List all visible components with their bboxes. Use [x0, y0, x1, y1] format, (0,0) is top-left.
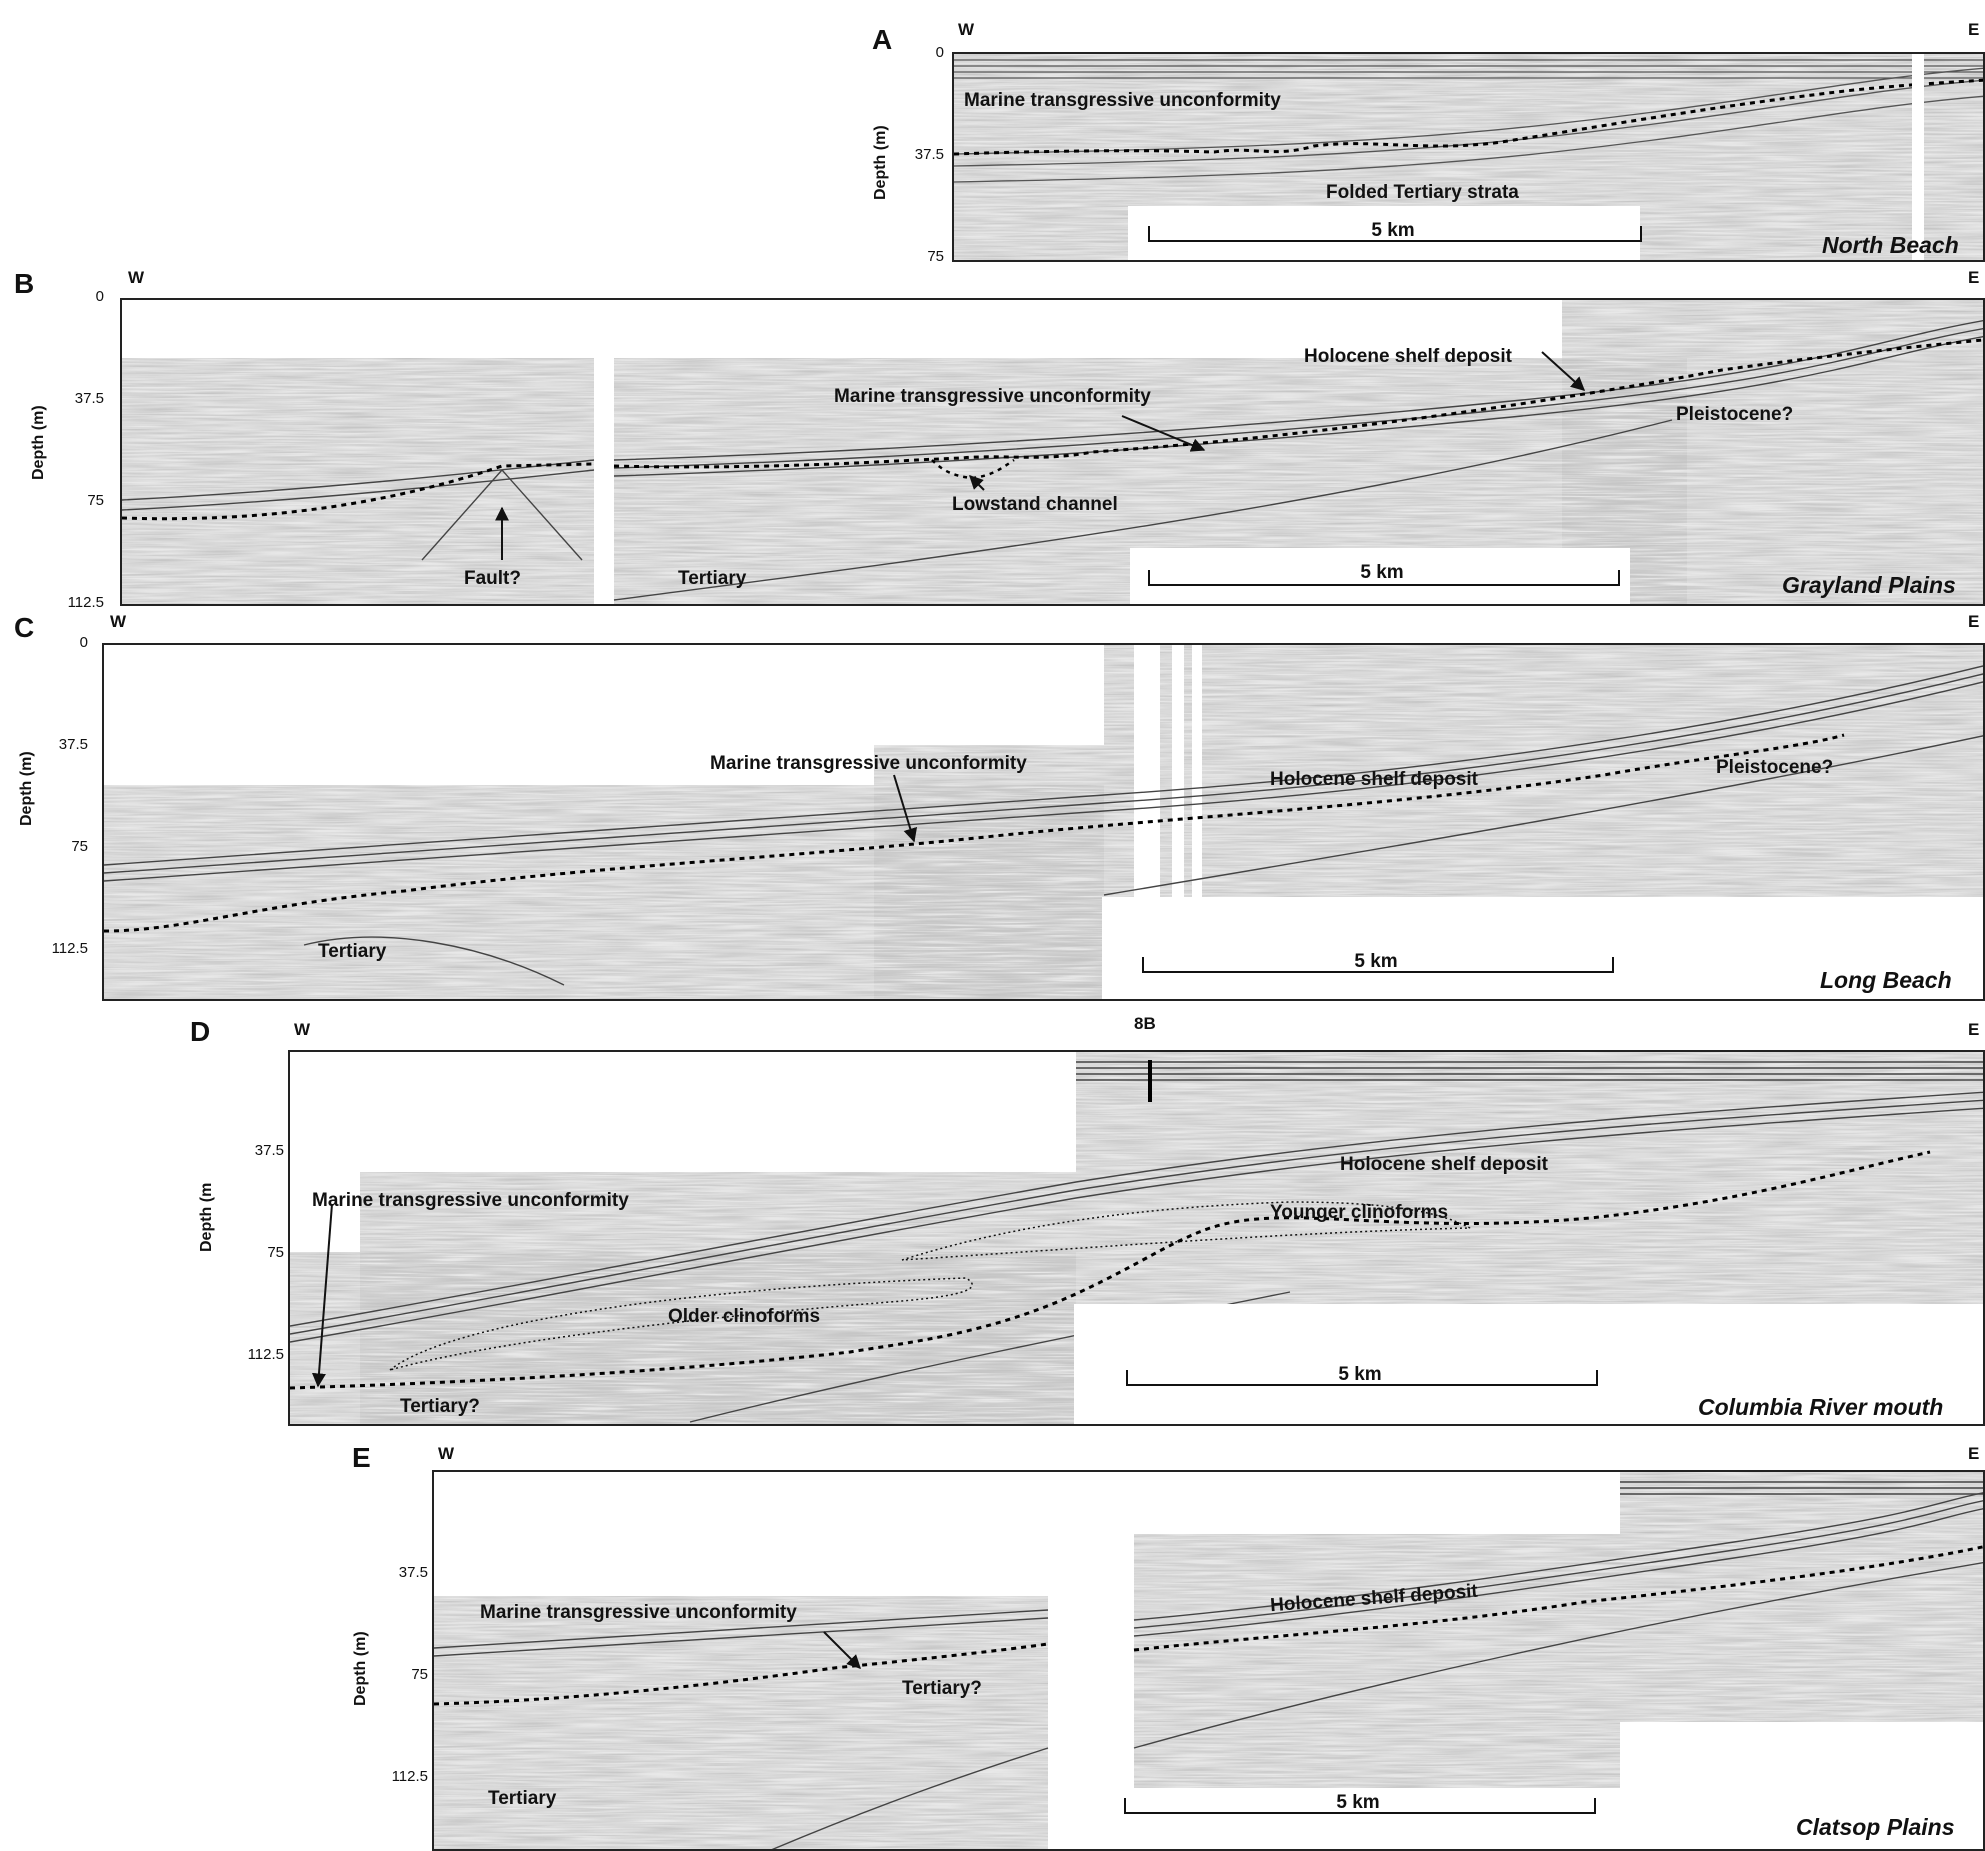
seismic-profile: 5 km Marine transgressive unconformity H… [102, 643, 1985, 1001]
annotation-pleistocene: Pleistocene? [1716, 757, 1834, 778]
depth-tick: 75 [267, 1244, 284, 1261]
seismic-profile: 5 km Marine transgressive unconformity H… [432, 1470, 1985, 1851]
scale-bar [1124, 1798, 1596, 1814]
scale-label: 5 km [1354, 951, 1398, 972]
scale-box [1130, 548, 1630, 604]
location-label: North Beach [1822, 232, 1959, 258]
west-label: W [110, 612, 127, 631]
depth-tick: 0 [935, 44, 944, 61]
annotation-tertiary: Tertiary [488, 1788, 557, 1809]
panel-letter: E [352, 1442, 371, 1473]
scale-bar [1142, 957, 1614, 973]
annotation-holocene: Holocene shelf deposit [1304, 346, 1512, 367]
location-label: Grayland Plains [1782, 572, 1956, 598]
depth-tick: 37.5 [914, 146, 944, 163]
annotation-tertiary-questioned: Tertiary? [902, 1678, 982, 1699]
annotation-pleistocene: Pleistocene? [1676, 404, 1794, 425]
annotation-holocene: Holocene shelf deposit [1340, 1154, 1548, 1175]
location-label: Clatsop Plains [1796, 1814, 1955, 1840]
scale-box [1102, 897, 1983, 999]
annotation-tertiary: Tertiary [678, 568, 747, 589]
depth-tick: 75 [411, 1666, 428, 1683]
scale-bar [1148, 226, 1642, 242]
depth-tick: 37.5 [74, 390, 104, 407]
profile-marker-label: 8B [1134, 1014, 1156, 1033]
scale-bar [1148, 570, 1620, 586]
scale-box [1094, 1788, 1620, 1849]
annotation-fault: Fault? [464, 568, 521, 589]
panel-letter: A [872, 24, 893, 55]
scale-label: 5 km [1371, 220, 1415, 241]
depth-tick: 37.5 [58, 736, 88, 753]
depth-tick: 112.5 [247, 1346, 284, 1363]
annotation-tertiary: Tertiary [318, 941, 387, 962]
panel-letter: D [190, 1016, 211, 1047]
west-label: W [128, 268, 145, 287]
depth-tick: 75 [71, 838, 88, 855]
west-label: W [294, 1020, 311, 1039]
annotation-holocene: Holocene shelf deposit [1270, 769, 1478, 790]
annotation-mtu: Marine transgressive unconformity [834, 386, 1151, 407]
west-label: W [438, 1444, 455, 1463]
depth-axis-label: Depth (m) [872, 125, 889, 200]
annotation-older-clinoforms: Older clinoforms [668, 1306, 821, 1327]
west-label: W [958, 20, 975, 39]
depth-tick: 0 [95, 288, 104, 305]
annotation-mtu: Marine transgressive unconformity [964, 90, 1281, 111]
scale-label: 5 km [1338, 1364, 1382, 1385]
seismic-profile: 5 km Holocene shelf deposit Marine trans… [288, 1050, 1985, 1426]
annotation-lowstand-channel: Lowstand channel [952, 494, 1118, 515]
depth-tick: 112.5 [51, 940, 88, 957]
annotation-mtu: Marine transgressive unconformity [312, 1190, 629, 1211]
scale-label: 5 km [1336, 1792, 1380, 1813]
depth-tick: 112.5 [67, 594, 104, 611]
east-label: E [1968, 1020, 1980, 1039]
annotation-tertiary: Tertiary? [400, 1396, 480, 1417]
depth-tick: 112.5 [391, 1768, 428, 1785]
east-label: E [1968, 20, 1980, 39]
depth-tick: 0 [79, 634, 88, 651]
depth-tick: 75 [87, 492, 104, 509]
depth-tick: 75 [927, 248, 944, 265]
scale-bar [1126, 1370, 1598, 1386]
depth-axis-label: Depth (m [198, 1182, 215, 1252]
panel-letter: C [14, 612, 35, 643]
depth-axis-label: Depth (m) [352, 1631, 369, 1706]
annotation-mtu: Marine transgressive unconformity [710, 753, 1027, 774]
scale-box [1128, 206, 1640, 260]
east-label: E [1968, 612, 1980, 631]
panel-letter: B [14, 268, 35, 299]
depth-tick: 37.5 [254, 1142, 284, 1159]
annotation-folded-tertiary: Folded Tertiary strata [1326, 182, 1519, 203]
scale-label: 5 km [1360, 562, 1404, 583]
location-label: Long Beach [1820, 967, 1952, 993]
depth-axis-label: Depth (m) [18, 751, 35, 826]
seismic-profile: 5 km Marine transgressive unconformity F… [952, 52, 1985, 262]
location-label: Columbia River mouth [1698, 1394, 1944, 1420]
annotation-mtu: Marine transgressive unconformity [480, 1602, 797, 1623]
annotation-younger-clinoforms: Younger clinoforms [1270, 1202, 1449, 1223]
scale-box [1074, 1304, 1983, 1424]
east-label: E [1968, 1444, 1980, 1463]
seismic-profile: 5 km Holocene shelf deposit Marine trans… [120, 298, 1985, 606]
east-label: E [1968, 268, 1980, 287]
depth-axis-label: Depth (m) [30, 405, 47, 480]
depth-tick: 37.5 [398, 1564, 428, 1581]
